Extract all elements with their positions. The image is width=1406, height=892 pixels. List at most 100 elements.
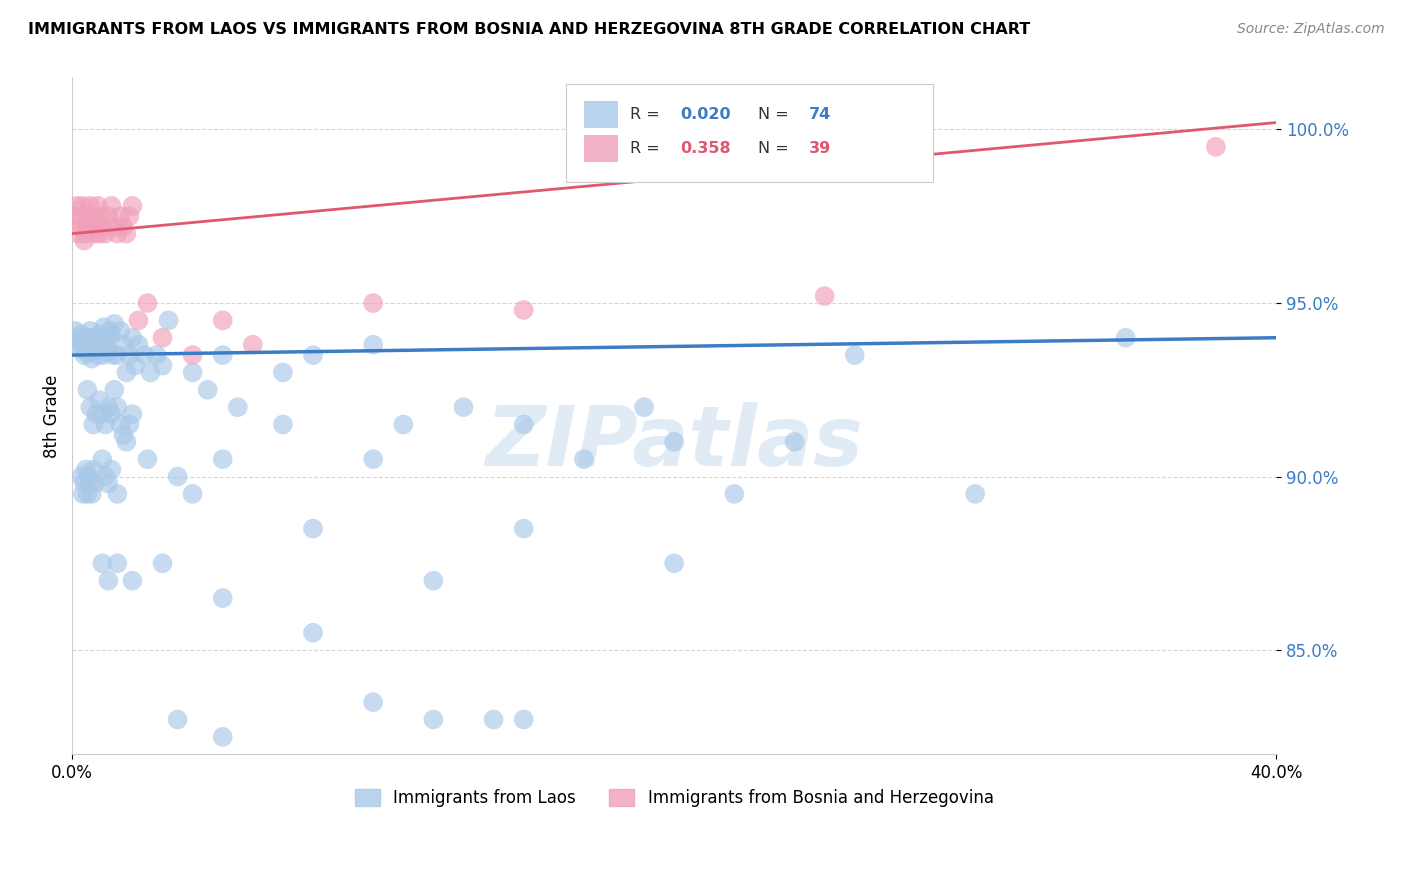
Point [100, 462, 122, 476]
Point [242, 337, 264, 351]
Point [77, 209, 100, 223]
Point [80, 219, 103, 234]
Point [1205, 140, 1227, 154]
Point [96, 337, 118, 351]
Point [723, 487, 745, 501]
Point [127, 313, 149, 327]
Point [77, 469, 100, 483]
Point [115, 366, 138, 380]
Point [166, 713, 188, 727]
Point [76, 337, 98, 351]
Point [101, 348, 124, 362]
Bar [583, 135, 617, 162]
Text: N =: N = [758, 141, 794, 156]
Point [97, 574, 120, 588]
Point [82, 462, 104, 476]
Point [98, 324, 121, 338]
Point [97, 344, 120, 359]
Point [103, 317, 125, 331]
Point [72, 199, 94, 213]
Point [121, 331, 143, 345]
Point [139, 366, 162, 380]
Point [97, 209, 120, 223]
Point [82, 417, 104, 432]
Point [783, 434, 806, 449]
Point [361, 337, 384, 351]
Point [76, 487, 98, 501]
Point [965, 487, 987, 501]
FancyBboxPatch shape [565, 84, 934, 182]
Point [197, 383, 219, 397]
Point [90, 209, 112, 223]
Point [73, 348, 96, 362]
Text: ZIPatlas: ZIPatlas [485, 402, 863, 483]
Point [512, 713, 534, 727]
Point [124, 359, 146, 373]
Point [152, 359, 174, 373]
Point [136, 296, 159, 310]
Point [90, 341, 112, 355]
Point [1115, 331, 1137, 345]
Point [82, 344, 104, 359]
Point [110, 209, 132, 223]
Point [482, 713, 505, 727]
Point [80, 351, 103, 366]
Point [112, 219, 135, 234]
Point [115, 227, 138, 241]
Point [94, 469, 117, 483]
Point [633, 400, 655, 414]
Text: R =: R = [630, 141, 665, 156]
Point [79, 324, 101, 338]
Point [136, 452, 159, 467]
Text: N =: N = [758, 107, 794, 122]
Point [77, 331, 100, 345]
Point [79, 199, 101, 213]
Point [110, 417, 132, 432]
Point [70, 327, 93, 342]
Point [100, 407, 122, 421]
Text: 74: 74 [808, 107, 831, 122]
Point [91, 452, 114, 467]
Point [392, 417, 415, 432]
Point [152, 557, 174, 571]
Point [80, 487, 103, 501]
Y-axis label: 8th Grade: 8th Grade [44, 374, 60, 458]
Text: 39: 39 [808, 141, 831, 156]
Text: Source: ZipAtlas.com: Source: ZipAtlas.com [1237, 22, 1385, 37]
Text: 0.358: 0.358 [681, 141, 731, 156]
Point [152, 331, 174, 345]
Point [662, 434, 685, 449]
Point [121, 199, 143, 213]
Point [127, 337, 149, 351]
Point [157, 313, 180, 327]
Point [302, 625, 325, 640]
Point [84, 337, 107, 351]
Point [89, 327, 111, 342]
Point [103, 383, 125, 397]
Text: 0.020: 0.020 [681, 107, 731, 122]
Point [70, 209, 93, 223]
Point [70, 469, 93, 483]
Point [422, 574, 444, 588]
Point [211, 313, 233, 327]
Point [97, 400, 120, 414]
Point [76, 219, 98, 234]
Point [89, 227, 111, 241]
Legend: Immigrants from Laos, Immigrants from Bosnia and Herzegovina: Immigrants from Laos, Immigrants from Bo… [349, 782, 1000, 814]
Point [66, 199, 89, 213]
Point [82, 209, 104, 223]
Point [112, 428, 135, 442]
Point [79, 400, 101, 414]
Point [83, 227, 105, 241]
Point [512, 417, 534, 432]
Point [271, 366, 294, 380]
Text: R =: R = [630, 107, 665, 122]
Point [91, 557, 114, 571]
Point [72, 487, 94, 501]
Point [118, 209, 141, 223]
Point [302, 348, 325, 362]
Point [83, 476, 105, 491]
Point [105, 227, 128, 241]
Point [73, 234, 96, 248]
Point [79, 476, 101, 491]
